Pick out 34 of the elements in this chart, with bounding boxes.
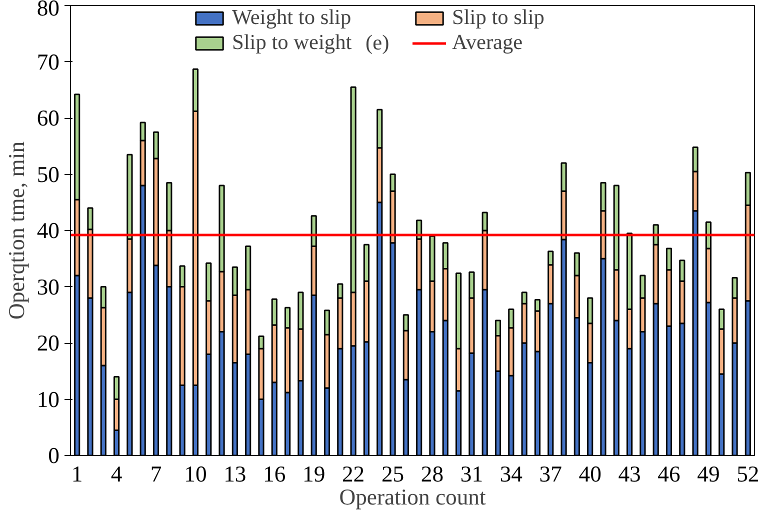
x-tick-label: 49 [697, 462, 720, 486]
y-tick-label: 80 [36, 0, 60, 20]
x-tick-label: 1 [71, 462, 83, 486]
y-tick-label: 50 [36, 162, 60, 187]
x-tick-label: 13 [224, 462, 246, 486]
y-tick-label: 60 [36, 106, 60, 130]
legend-label: Slip to slip [452, 5, 546, 30]
y-tick-label: 0 [48, 443, 60, 468]
x-tick-label: 37 [539, 462, 562, 486]
y-tick-label: 30 [36, 274, 60, 300]
y-axis-title: Operqtion tme, min [4, 141, 29, 320]
x-tick-label: 7 [150, 462, 162, 486]
x-tick-label: 4 [110, 462, 122, 486]
x-tick-label: 52 [736, 462, 760, 486]
x-tick-label: 19 [302, 462, 326, 486]
y-tick-label: 10 [36, 386, 60, 412]
y-tick-label: 20 [36, 330, 60, 356]
x-tick-label: 43 [618, 462, 641, 486]
x-tick-label: 31 [460, 462, 484, 486]
legend-label: Slip to weight [232, 30, 352, 54]
annotation: (e) [366, 30, 390, 54]
x-tick-label: 22 [342, 462, 365, 486]
y-tick-label: 40 [36, 218, 60, 243]
x-tick-label: 25 [381, 462, 404, 486]
x-tick-label: 46 [658, 462, 680, 486]
x-tick-label: 40 [578, 462, 602, 486]
x-axis-title: Operation count [339, 484, 486, 510]
x-tick-label: 28 [420, 462, 444, 486]
legend-label: Weight to slip [232, 5, 352, 30]
x-tick-label: 10 [184, 462, 207, 486]
x-tick-label: 34 [500, 462, 522, 486]
y-tick-label: 70 [36, 49, 60, 74]
x-tick-label: 16 [263, 462, 286, 486]
legend-label: Average [452, 30, 524, 55]
